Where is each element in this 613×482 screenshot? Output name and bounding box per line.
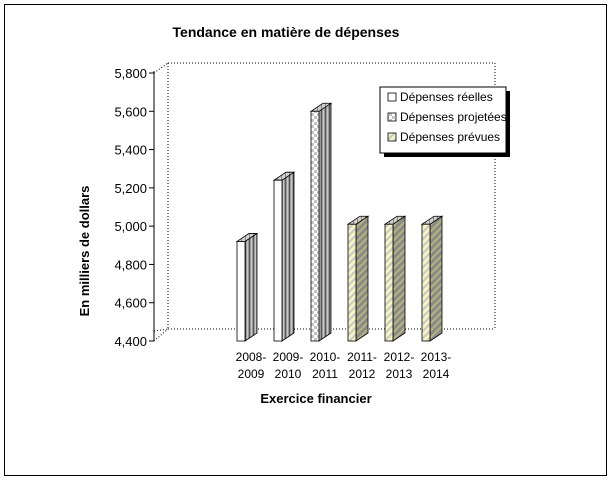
bar-front xyxy=(310,110,320,342)
bar-front xyxy=(273,179,283,342)
x-tick-group: 2008- 2009 2009- 2010 2010- 2011 2011- 2012 2012… xyxy=(236,350,452,381)
bar-front xyxy=(384,223,394,342)
x-tick-label: 2013- xyxy=(421,350,452,364)
y-tick-label: 4,400 xyxy=(114,334,147,349)
legend-label: Dépenses projetées xyxy=(400,110,507,124)
y-tick-label: 5,600 xyxy=(114,104,147,119)
y-tick-label: 4,800 xyxy=(114,257,147,272)
bar-group xyxy=(235,102,444,342)
bar xyxy=(383,215,407,342)
bar-front xyxy=(236,241,246,342)
x-tick-label: 2014 xyxy=(423,367,450,381)
y-tick-group: 4,400 4,600 4,800 5,000 5,200 5,400 5,600 5,800 xyxy=(114,66,154,349)
y-tick-label: 5,000 xyxy=(114,219,147,234)
bar-side xyxy=(244,232,258,342)
y-tick-label: 4,600 xyxy=(114,296,147,311)
legend-label: Dépenses prévues xyxy=(400,130,500,144)
plot-walls xyxy=(153,62,496,342)
bar xyxy=(309,102,333,342)
bar-side xyxy=(318,102,332,342)
legend-swatch xyxy=(387,132,397,142)
bar xyxy=(346,215,370,342)
x-tick-label: 2009- xyxy=(273,350,304,364)
bar-side xyxy=(429,215,443,342)
legend-swatch xyxy=(387,92,397,102)
x-tick-label: 2012- xyxy=(384,350,415,364)
x-tick-label: 2008- xyxy=(236,350,267,364)
bar xyxy=(420,215,444,342)
legend-swatch xyxy=(387,112,397,122)
chart-frame: Tendance en matière de dépenses 4,400 4,6… xyxy=(4,4,607,476)
bar xyxy=(235,232,259,342)
chart-title: Tendance en matière de dépenses xyxy=(173,24,400,40)
x-tick-label: 2010- xyxy=(310,350,341,364)
bar-side xyxy=(392,215,406,342)
x-tick-label: 2011- xyxy=(347,350,377,364)
legend-label: Dépenses réelles xyxy=(400,90,493,104)
x-axis-label: Exercice financier xyxy=(260,391,371,406)
legend: Dépenses réelles Dépenses projetées Dépens… xyxy=(379,86,510,157)
y-tick-label: 5,800 xyxy=(114,66,147,81)
bar-side xyxy=(355,215,369,342)
x-tick-label: 2010 xyxy=(275,367,302,381)
x-tick-label: 2009 xyxy=(238,367,265,381)
y-axis-label: En milliers de dollars xyxy=(77,186,92,317)
bar-front xyxy=(421,223,431,342)
bar xyxy=(272,171,296,342)
y-tick-label: 5,200 xyxy=(114,181,147,196)
bar-front xyxy=(347,223,357,342)
bar-side xyxy=(281,171,295,342)
x-tick-label: 2013 xyxy=(386,367,413,381)
x-tick-label: 2011 xyxy=(312,367,338,381)
spending-chart: Tendance en matière de dépenses 4,400 4,6… xyxy=(77,24,510,406)
y-tick-label: 5,400 xyxy=(114,143,147,158)
x-tick-label: 2012 xyxy=(349,367,376,381)
